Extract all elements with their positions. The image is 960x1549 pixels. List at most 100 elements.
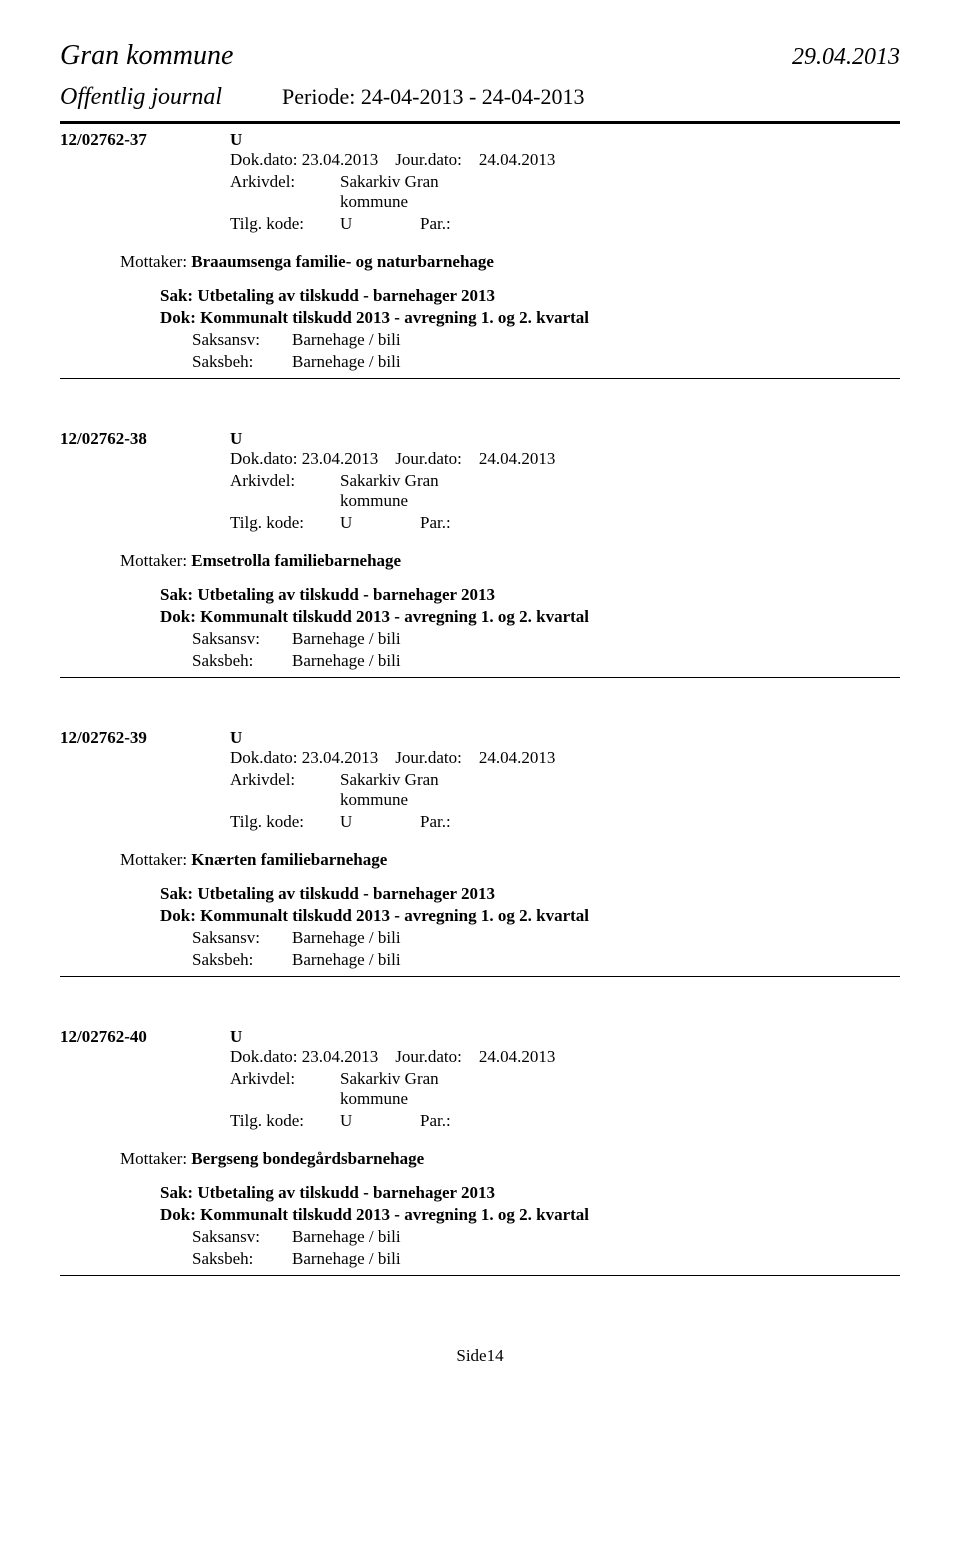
jourdato-value: 24.04.2013 [479,150,556,169]
sak-row: Sak: Utbetaling av tilskudd - barnehager… [60,1183,900,1203]
journal-entry: 12/02762-37 U Dok.dato: 23.04.2013 Jour.… [60,130,900,379]
dokdato-value: 23.04.2013 [302,748,379,767]
saksansv-label: Saksansv: [192,928,292,948]
tilgkode-label: Tilg. kode: [230,1111,340,1131]
saksansv-value: Barnehage / bili [292,330,401,350]
entry-type: U [230,1027,242,1047]
jourdato-label: Jour.dato: [395,150,462,169]
entry-header: 12/02762-39 U [60,728,900,748]
mottaker-label: Mottaker: [120,551,187,570]
dok-value: Kommunalt tilskudd 2013 - avregning 1. o… [200,607,589,626]
saksansv-label: Saksansv: [192,330,292,350]
subheader-row: Offentlig journal Periode: 24-04-2013 - … [60,84,900,111]
mottaker-label: Mottaker: [120,850,187,869]
entry-header: 12/02762-40 U [60,1027,900,1047]
case-number: 12/02762-40 [60,1027,230,1047]
tilgkode-label: Tilg. kode: [230,812,340,832]
dok-label: Dok: [160,1205,196,1224]
entry-header: 12/02762-37 U [60,130,900,150]
mottaker-value: Braaumsenga familie- og naturbarnehage [191,252,494,271]
dokdato-label: Dok.dato: [230,150,298,169]
tilgkode-row: Tilg. kode: U Par.: [60,1111,900,1131]
tilgkode-label: Tilg. kode: [230,513,340,533]
saksansv-value: Barnehage / bili [292,1227,401,1247]
arkivdel-label: Arkivdel: [230,471,340,511]
mottaker-value: Bergseng bondegårdsbarnehage [191,1149,424,1168]
tilgkode-value: U [340,812,420,832]
dok-row: Dok: Kommunalt tilskudd 2013 - avregning… [60,906,900,926]
sak-value: Utbetaling av tilskudd - barnehager 2013 [197,286,495,305]
mottaker-value: Emsetrolla familiebarnehage [191,551,401,570]
dok-value: Kommunalt tilskudd 2013 - avregning 1. o… [200,906,589,925]
case-number: 12/02762-37 [60,130,230,150]
saksbeh-row: Saksbeh: Barnehage / bili [60,352,900,372]
sak-row: Sak: Utbetaling av tilskudd - barnehager… [60,884,900,904]
dokdato-value: 23.04.2013 [302,449,379,468]
journal-label: Offentlig journal [60,84,222,111]
saksbeh-row: Saksbeh: Barnehage / bili [60,651,900,671]
dok-value: Kommunalt tilskudd 2013 - avregning 1. o… [200,1205,589,1224]
entry-type: U [230,728,242,748]
mottaker-label: Mottaker: [120,252,187,271]
case-number: 12/02762-39 [60,728,230,748]
mottaker-row: Mottaker: Knærten familiebarnehage [60,850,900,870]
dokdato-value: 23.04.2013 [302,1047,379,1066]
entry-dates: Dok.dato: 23.04.2013 Jour.dato: 24.04.20… [60,1047,900,1067]
entry-type: U [230,429,242,449]
dokdato-value: 23.04.2013 [302,150,379,169]
dokdato-label: Dok.dato: [230,1047,298,1066]
arkivdel-row: Arkivdel: Sakarkiv Gran kommune [60,1069,900,1109]
journal-entry: 12/02762-38 U Dok.dato: 23.04.2013 Jour.… [60,429,900,678]
dokdato-label: Dok.dato: [230,449,298,468]
tilgkode-value: U [340,214,420,234]
jourdato-label: Jour.dato: [395,748,462,767]
par-label: Par.: [420,214,451,234]
arkivdel-label: Arkivdel: [230,770,340,810]
mottaker-row: Mottaker: Emsetrolla familiebarnehage [60,551,900,571]
entry-dates: Dok.dato: 23.04.2013 Jour.dato: 24.04.20… [60,748,900,768]
saksbeh-label: Saksbeh: [192,352,292,372]
case-number: 12/02762-38 [60,429,230,449]
dok-label: Dok: [160,308,196,327]
jourdato-label: Jour.dato: [395,1047,462,1066]
page: Gran kommune 29.04.2013 Offentlig journa… [0,0,960,1406]
sak-row: Sak: Utbetaling av tilskudd - barnehager… [60,585,900,605]
saksansv-value: Barnehage / bili [292,629,401,649]
dok-row: Dok: Kommunalt tilskudd 2013 - avregning… [60,1205,900,1225]
saksbeh-value: Barnehage / bili [292,1249,401,1269]
saksbeh-label: Saksbeh: [192,950,292,970]
journal-entry: 12/02762-40 U Dok.dato: 23.04.2013 Jour.… [60,1027,900,1276]
saksbeh-label: Saksbeh: [192,651,292,671]
par-label: Par.: [420,812,451,832]
mottaker-row: Mottaker: Bergseng bondegårdsbarnehage [60,1149,900,1169]
sak-row: Sak: Utbetaling av tilskudd - barnehager… [60,286,900,306]
sak-label: Sak: [160,1183,193,1202]
sak-value: Utbetaling av tilskudd - barnehager 2013 [197,1183,495,1202]
jourdato-value: 24.04.2013 [479,449,556,468]
mottaker-row: Mottaker: Braaumsenga familie- og naturb… [60,252,900,272]
mottaker-label: Mottaker: [120,1149,187,1168]
tilgkode-row: Tilg. kode: U Par.: [60,214,900,234]
saksansv-value: Barnehage / bili [292,928,401,948]
dok-label: Dok: [160,906,196,925]
dok-row: Dok: Kommunalt tilskudd 2013 - avregning… [60,607,900,627]
journal-entry: 12/02762-39 U Dok.dato: 23.04.2013 Jour.… [60,728,900,977]
saksansv-label: Saksansv: [192,1227,292,1247]
dokdato-label: Dok.dato: [230,748,298,767]
tilgkode-row: Tilg. kode: U Par.: [60,513,900,533]
sak-value: Utbetaling av tilskudd - barnehager 2013 [197,585,495,604]
page-footer: Side14 [60,1346,900,1406]
rule-thin [60,677,900,678]
header-date: 29.04.2013 [792,44,900,71]
tilgkode-row: Tilg. kode: U Par.: [60,812,900,832]
arkivdel-value: Sakarkiv Gran kommune [340,172,480,212]
arkivdel-label: Arkivdel: [230,1069,340,1109]
dok-row: Dok: Kommunalt tilskudd 2013 - avregning… [60,308,900,328]
arkivdel-value: Sakarkiv Gran kommune [340,1069,480,1109]
saksbeh-row: Saksbeh: Barnehage / bili [60,1249,900,1269]
par-label: Par.: [420,513,451,533]
arkivdel-row: Arkivdel: Sakarkiv Gran kommune [60,172,900,212]
sak-label: Sak: [160,286,193,305]
entry-header: 12/02762-38 U [60,429,900,449]
jourdato-value: 24.04.2013 [479,1047,556,1066]
